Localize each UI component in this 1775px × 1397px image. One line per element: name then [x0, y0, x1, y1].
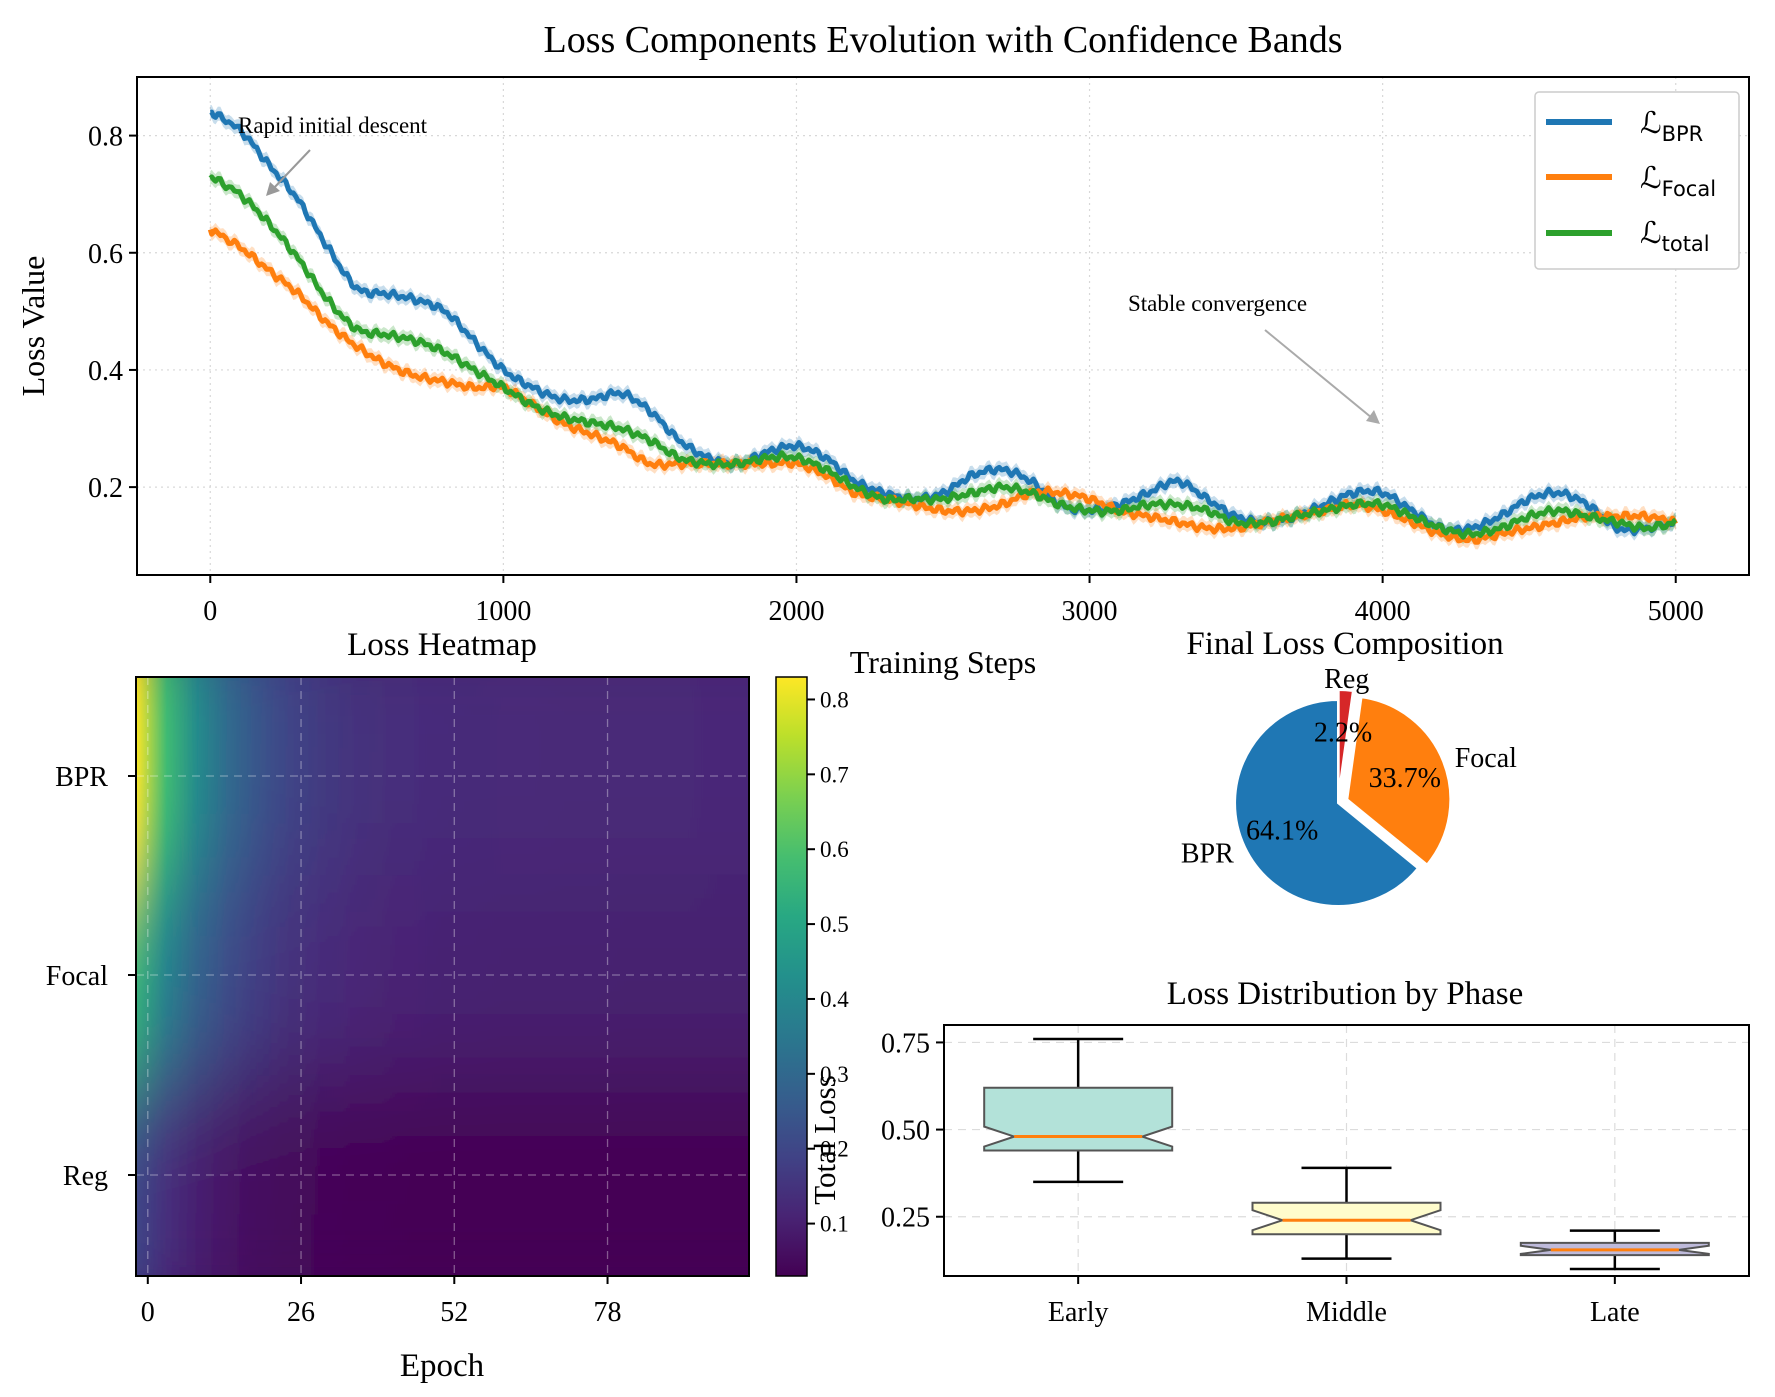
annotation-arrowhead	[1366, 410, 1380, 424]
pie-percent-reg: 2.2%	[1314, 717, 1372, 748]
heatmap-title: Loss Heatmap	[347, 627, 537, 663]
x-tick-label: 2000	[768, 596, 824, 627]
heatmap-x-tick-label: 52	[440, 1297, 468, 1328]
heatmap-row-focal	[136, 875, 749, 1075]
pie-percent-focal: 33.7%	[1369, 763, 1441, 794]
box-late	[1519, 1229, 1710, 1271]
colorbar-ticks: 0.1 0.2 0.3 0.4 0.5 0.6 0.7 0.8	[807, 687, 849, 1237]
x-tick-label: 3000	[1062, 596, 1118, 627]
annotation-text: Rapid initial descent	[238, 113, 428, 138]
legend-label-focal: ℒFocal	[1640, 162, 1716, 201]
pie-label-focal: Focal	[1455, 743, 1517, 774]
pie-slices	[1234, 688, 1452, 907]
boxplot-x-tick-label: Late	[1590, 1297, 1640, 1328]
annotation-arrow	[1264, 329, 1373, 419]
y-tick-label: 0.4	[88, 356, 123, 387]
boxplot-title: Loss Distribution by Phase	[1167, 976, 1524, 1012]
heatmap-cells	[136, 677, 749, 1276]
pie-slice-focal	[1346, 696, 1452, 866]
heatmap-grid	[136, 677, 749, 1276]
boxplot-y-tick-label: 0.50	[881, 1116, 930, 1147]
heatmap-frame	[135, 676, 750, 1277]
heatmap-x-tick-label: 26	[287, 1297, 315, 1328]
loss-lines	[207, 109, 1678, 545]
heatmap-x-tick-label: 0	[141, 1297, 155, 1328]
y-tick-label: 0.6	[88, 239, 123, 270]
boxplot-x-tick-label: Middle	[1306, 1297, 1387, 1328]
pie-slice-reg	[1337, 688, 1355, 794]
x-tick-label: 5000	[1648, 596, 1704, 627]
x-tick-label: 0	[203, 596, 217, 627]
boxplot-y-tick-label: 0.25	[881, 1203, 930, 1234]
annotation-text: Stable convergence	[1128, 291, 1307, 316]
colorbar-tick-label: 0.8	[820, 687, 849, 712]
box-middle	[1251, 1166, 1442, 1260]
boxplot-x-ticks: Early Middle Late	[1048, 1276, 1640, 1328]
legend-box	[1534, 91, 1740, 270]
heatmap-row-labels: BPR Focal Reg	[46, 762, 136, 1192]
series-line-total	[208, 174, 1678, 540]
colorbar-tick-label: 0.1	[820, 1212, 849, 1237]
line-chart-x-ticks: 0 1000 2000 3000 4000 5000	[203, 575, 1704, 627]
colorbar-tick-label: 0.2	[820, 1137, 849, 1162]
heatmap-row-reg	[136, 1075, 749, 1276]
line-chart-legend: ℒBPR ℒFocal ℒtotal	[1534, 91, 1740, 270]
line-chart-x-label: Training Steps	[850, 644, 1036, 680]
colorbar-label: Total Loss	[807, 1075, 842, 1205]
heatmap-x-tick-label: 78	[594, 1297, 622, 1328]
heatmap-row-label-focal: Focal	[46, 961, 108, 992]
line-chart-title: Loss Components Evolution with Confidenc…	[543, 19, 1342, 61]
heatmap-row-bpr	[136, 677, 749, 875]
box-body	[1251, 1201, 1442, 1236]
annotation-arrow	[271, 149, 311, 191]
legend-label-bpr: ℒBPR	[1640, 107, 1703, 146]
heatmap-row-label-reg: Reg	[63, 1161, 108, 1192]
pie-title: Final Loss Composition	[1186, 626, 1503, 662]
colorbar-tick-label: 0.3	[820, 1062, 849, 1087]
heatmap-row-label-bpr: BPR	[55, 762, 108, 793]
annotation-arrowhead	[266, 182, 280, 196]
boxplot-x-tick-label: Early	[1048, 1297, 1109, 1328]
line-chart-frame	[136, 76, 1750, 576]
pie-label-bpr: BPR	[1181, 838, 1234, 869]
box-body	[983, 1086, 1174, 1152]
colorbar-tick-label: 0.4	[820, 987, 849, 1012]
legend-label-total: ℒtotal	[1640, 217, 1710, 256]
x-tick-label: 4000	[1355, 596, 1411, 627]
heatmap-x-ticks: 0 26 52 78	[141, 1276, 622, 1328]
colorbar	[775, 676, 808, 1277]
line-chart-y-ticks: 0.2 0.4 0.6 0.8	[88, 122, 137, 504]
annotation-stable-convergence: Stable convergence	[1128, 291, 1380, 424]
x-tick-label: 1000	[475, 596, 531, 627]
pie-labels: 64.1% BPR 33.7% Focal 2.2% Reg	[1181, 664, 1517, 870]
pie-percent-bpr: 64.1%	[1246, 816, 1318, 847]
heatmap-x-label: Epoch	[400, 1348, 485, 1384]
y-tick-label: 0.2	[88, 473, 123, 504]
boxplot-y-tick-label: 0.75	[881, 1028, 930, 1059]
box-plot: Loss Distribution by Phase 0.250.500.75 …	[881, 976, 1750, 1328]
colorbar-tick-label: 0.5	[820, 912, 849, 937]
pie-slice-bpr	[1234, 698, 1420, 907]
annotation-rapid-descent: Rapid initial descent	[238, 113, 428, 196]
box-early	[983, 1037, 1174, 1184]
boxplot-boxes	[983, 1037, 1710, 1271]
y-tick-label: 0.8	[88, 122, 123, 153]
colorbar-tick-label: 0.6	[820, 837, 849, 862]
pie-chart: Final Loss Composition 64.1% BPR 33.7% Foca…	[1181, 626, 1517, 907]
heatmap-chart: Loss Heatmap BPR Focal Reg 0 26 52 78 Epoch 0…	[46, 627, 849, 1384]
series-line-focal	[207, 227, 1678, 545]
pie-label-reg: Reg	[1324, 664, 1369, 695]
line-chart: Loss Components Evolution with Confidenc…	[15, 19, 1750, 680]
boxplot-y-ticks: 0.25 0.50 0.75	[881, 1028, 944, 1234]
colorbar-tick-label: 0.7	[820, 762, 849, 787]
line-chart-grid	[137, 77, 1749, 575]
line-chart-y-label: Loss Value	[15, 256, 51, 397]
